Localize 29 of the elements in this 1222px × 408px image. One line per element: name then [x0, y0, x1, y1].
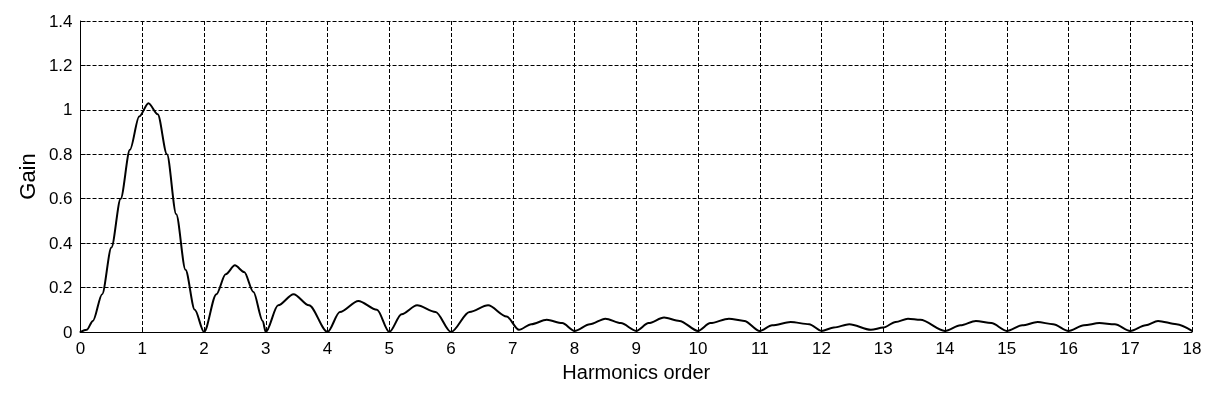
y-tick-label: 0.2 — [48, 278, 73, 298]
y-tick-label: 0 — [63, 322, 73, 342]
y-axis-title: Gain — [14, 153, 40, 200]
x-tick-label: 3 — [261, 339, 271, 358]
x-tick-label: 9 — [631, 339, 641, 358]
x-tick-label: 0 — [75, 339, 86, 358]
y-tick-label: 0.8 — [48, 144, 73, 164]
x-tick-label: 4 — [322, 339, 333, 358]
x-tick-label: 16 — [1059, 339, 1078, 358]
y-tick-label: 1 — [63, 100, 73, 120]
y-tick-label: 1.2 — [48, 55, 73, 75]
y-tick-label: 0.4 — [48, 233, 73, 253]
y-tick-label: 0.6 — [48, 189, 73, 209]
x-tick-label: 12 — [812, 339, 831, 358]
x-tick-label: 2 — [199, 339, 209, 358]
x-tick-label: 11 — [750, 339, 769, 358]
x-tick-label: 5 — [384, 339, 395, 358]
x-tick-label: 6 — [446, 339, 456, 358]
x-tick-label: 13 — [873, 339, 893, 358]
x-axis-title: Harmonics order — [562, 361, 711, 383]
y-tick-label: 1.4 — [48, 11, 73, 31]
x-tick-label: 8 — [569, 339, 580, 358]
x-tick-label: 1 — [137, 339, 148, 358]
x-tick-label: 15 — [997, 339, 1017, 358]
x-tick-label: 18 — [1182, 339, 1202, 358]
x-tick-label: 7 — [508, 339, 518, 358]
x-tick-label: 10 — [688, 339, 708, 358]
x-tick-label: 14 — [935, 339, 955, 358]
x-tick-label: 17 — [1120, 339, 1140, 358]
